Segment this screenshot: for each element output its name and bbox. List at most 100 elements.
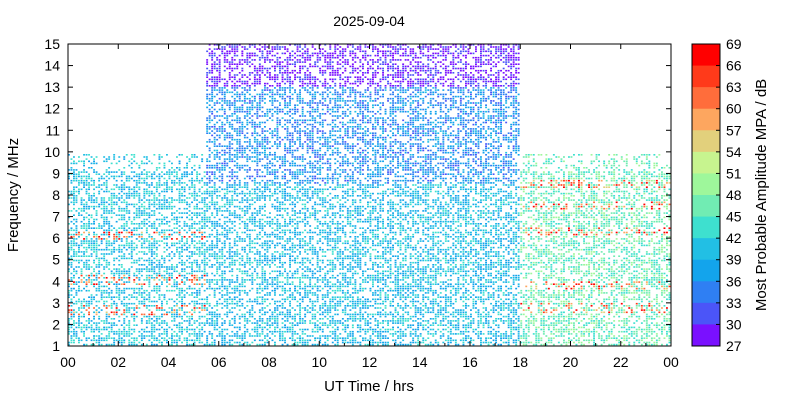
- heatmap-cell: [261, 214, 264, 216]
- heatmap-cell: [171, 173, 173, 175]
- heatmap-cell: [193, 274, 196, 277]
- heatmap-cell: [158, 328, 161, 331]
- heatmap-cell: [336, 289, 339, 292]
- heatmap-cell: [95, 279, 98, 281]
- heatmap-cell: [123, 322, 126, 324]
- heatmap-cell: [286, 330, 289, 333]
- heatmap-cell: [286, 195, 289, 197]
- heatmap-cell: [261, 268, 264, 270]
- heatmap-cell: [80, 305, 83, 307]
- heatmap-cell: [344, 266, 347, 268]
- heatmap-cell: [226, 294, 229, 296]
- heatmap-cell: [296, 220, 299, 223]
- heatmap-cell: [251, 251, 254, 253]
- heatmap-cell: [304, 212, 307, 214]
- heatmap-cell: [291, 277, 294, 279]
- heatmap-cell: [178, 251, 181, 253]
- heatmap-cell: [304, 274, 307, 277]
- heatmap-cell: [186, 225, 188, 227]
- heatmap-cell: [309, 322, 312, 324]
- heatmap-cell: [166, 322, 168, 324]
- heatmap-cell: [181, 287, 183, 290]
- heatmap-cell: [138, 287, 141, 290]
- heatmap-cell: [233, 318, 236, 320]
- heatmap-cell: [316, 285, 319, 288]
- heatmap-cell: [98, 337, 101, 339]
- heatmap-cell: [158, 182, 161, 184]
- heatmap-cell: [105, 322, 108, 324]
- heatmap-cell: [123, 229, 126, 232]
- heatmap-cell: [181, 177, 183, 180]
- heatmap-cell: [78, 173, 80, 175]
- heatmap-cell: [161, 255, 163, 257]
- heatmap-cell: [334, 333, 337, 335]
- heatmap-cell: [316, 294, 319, 296]
- heatmap-cell: [326, 195, 329, 197]
- heatmap-cell: [85, 158, 88, 160]
- heatmap-cell: [269, 184, 271, 186]
- heatmap-cell: [186, 203, 188, 206]
- heatmap-cell: [113, 324, 116, 326]
- heatmap-cell: [341, 328, 344, 331]
- heatmap-cell: [115, 248, 118, 251]
- heatmap-cell: [176, 266, 178, 268]
- heatmap-cell: [216, 236, 219, 238]
- heatmap-cell: [196, 223, 198, 225]
- heatmap-cell: [186, 320, 188, 322]
- heatmap-cell: [148, 207, 151, 210]
- heatmap-cell: [93, 158, 95, 160]
- heatmap-cell: [321, 190, 324, 193]
- heatmap-cell: [75, 169, 78, 171]
- heatmap-cell: [349, 281, 352, 283]
- heatmap-cell: [100, 199, 103, 201]
- heatmap-cell: [145, 223, 148, 225]
- heatmap-cell: [103, 328, 106, 331]
- heatmap-cell: [73, 277, 75, 279]
- heatmap-cell: [248, 229, 251, 232]
- heatmap-cell: [269, 264, 271, 266]
- heatmap-cell: [115, 233, 118, 236]
- heatmap-cell: [274, 287, 276, 290]
- heatmap-cell: [294, 199, 296, 201]
- heatmap-cell: [304, 322, 307, 324]
- heatmap-cell: [281, 285, 284, 288]
- heatmap-cell: [211, 287, 214, 290]
- heatmap-cell: [238, 201, 241, 204]
- heatmap-cell: [166, 335, 168, 337]
- heatmap-cell: [123, 214, 126, 216]
- heatmap-cell: [163, 259, 166, 262]
- heatmap-cell: [130, 302, 133, 305]
- heatmap-cell: [80, 242, 83, 245]
- heatmap-cell: [233, 212, 236, 214]
- heatmap-cell: [188, 261, 191, 264]
- heatmap-cell: [264, 188, 266, 191]
- heatmap-cell: [274, 328, 276, 331]
- heatmap-cell: [70, 220, 73, 223]
- heatmap-cell: [286, 240, 289, 242]
- heatmap-cell: [128, 212, 131, 214]
- heatmap-cell: [314, 231, 317, 234]
- heatmap-cell: [98, 205, 101, 208]
- heatmap-cell: [85, 289, 88, 292]
- heatmap-cell: [243, 285, 246, 288]
- heatmap-cell: [311, 186, 314, 188]
- heatmap-cell: [226, 257, 229, 260]
- heatmap-cell: [193, 199, 196, 201]
- heatmap-cell: [148, 298, 151, 301]
- heatmap-cell: [228, 186, 231, 188]
- heatmap-cell: [150, 333, 153, 335]
- heatmap-cell: [241, 343, 244, 346]
- heatmap-cell: [68, 231, 70, 234]
- heatmap-cell: [253, 192, 256, 195]
- heatmap-cell: [311, 236, 314, 238]
- heatmap-cell: [155, 322, 158, 324]
- heatmap-cell: [70, 283, 73, 285]
- heatmap-cell: [284, 203, 286, 206]
- heatmap-cell: [88, 227, 90, 229]
- heatmap-cell: [150, 324, 153, 326]
- heatmap-cell: [80, 207, 83, 210]
- heatmap-cell: [238, 270, 241, 273]
- heatmap-cell: [289, 240, 291, 242]
- heatmap-cell: [178, 199, 181, 201]
- heatmap-cell: [168, 201, 171, 204]
